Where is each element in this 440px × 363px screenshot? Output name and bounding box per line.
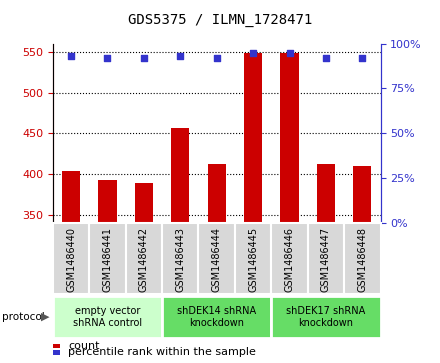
- Bar: [53, 296, 162, 338]
- Point: [67, 53, 74, 59]
- Point: [177, 53, 184, 59]
- Point: [359, 55, 366, 61]
- Text: ▶: ▶: [40, 312, 49, 322]
- Bar: [98, 180, 117, 223]
- Bar: [271, 296, 381, 338]
- Text: shDEK14 shRNA
knockdown: shDEK14 shRNA knockdown: [177, 306, 256, 327]
- Text: GSM1486441: GSM1486441: [103, 227, 113, 292]
- Bar: [208, 164, 226, 223]
- Text: GSM1486447: GSM1486447: [321, 227, 331, 292]
- Bar: [53, 223, 89, 294]
- Bar: [353, 166, 371, 223]
- Text: GSM1486445: GSM1486445: [248, 227, 258, 292]
- Point: [213, 55, 220, 61]
- Text: GSM1486443: GSM1486443: [175, 227, 185, 292]
- Bar: [244, 53, 262, 223]
- Bar: [89, 223, 126, 294]
- Text: GSM1486444: GSM1486444: [212, 227, 222, 292]
- Text: GSM1486442: GSM1486442: [139, 227, 149, 292]
- Bar: [126, 223, 162, 294]
- Point: [104, 55, 111, 61]
- Point: [286, 50, 293, 56]
- Point: [140, 55, 147, 61]
- Bar: [344, 223, 381, 294]
- Bar: [235, 223, 271, 294]
- Text: percentile rank within the sample: percentile rank within the sample: [68, 347, 256, 358]
- Bar: [317, 164, 335, 223]
- Text: protocol: protocol: [2, 312, 45, 322]
- Point: [249, 50, 257, 56]
- Bar: [135, 183, 153, 223]
- Bar: [271, 223, 308, 294]
- Text: shDEK17 shRNA
knockdown: shDEK17 shRNA knockdown: [286, 306, 366, 327]
- Bar: [308, 223, 344, 294]
- Bar: [198, 223, 235, 294]
- Bar: [62, 171, 80, 223]
- Text: GSM1486446: GSM1486446: [285, 227, 294, 292]
- Text: GDS5375 / ILMN_1728471: GDS5375 / ILMN_1728471: [128, 13, 312, 27]
- Bar: [162, 223, 198, 294]
- Text: count: count: [68, 341, 100, 351]
- Text: GSM1486448: GSM1486448: [357, 227, 367, 292]
- Text: empty vector
shRNA control: empty vector shRNA control: [73, 306, 142, 327]
- Bar: [162, 296, 271, 338]
- Bar: [171, 128, 189, 223]
- Text: GSM1486440: GSM1486440: [66, 227, 76, 292]
- Bar: [280, 53, 299, 223]
- Point: [323, 55, 330, 61]
